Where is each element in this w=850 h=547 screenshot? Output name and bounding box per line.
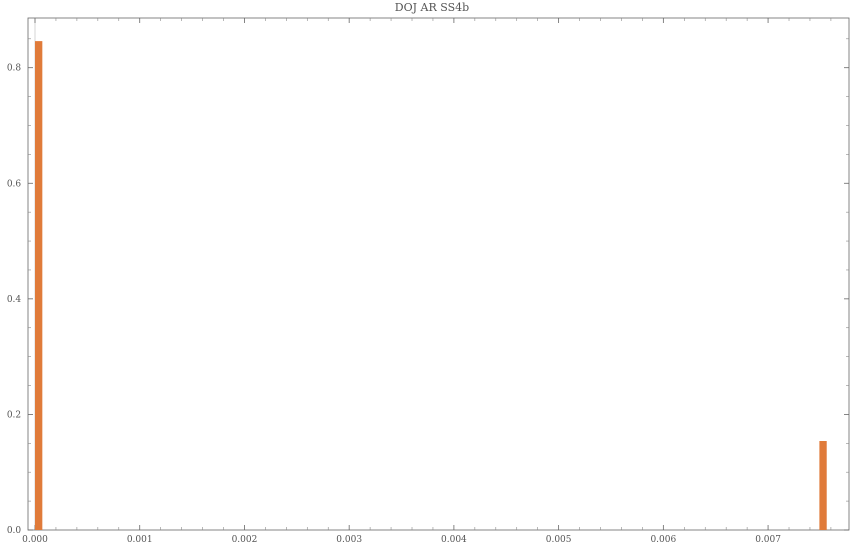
chart-title: DOJ AR SS4b — [395, 1, 469, 14]
x-tick-label: 0.004 — [441, 535, 467, 545]
x-tick-label: 0.007 — [755, 535, 781, 545]
histogram-bar — [819, 441, 827, 530]
x-tick-label: 0.005 — [546, 535, 572, 545]
x-tick-label: 0.000 — [22, 535, 48, 545]
plot-frame — [27, 17, 850, 531]
y-tick-label: 0.2 — [7, 410, 21, 420]
x-tick-label: 0.001 — [127, 535, 153, 545]
x-tick-label: 0.006 — [650, 535, 676, 545]
y-tick-label: 0.6 — [7, 179, 22, 189]
x-tick-label: 0.002 — [232, 535, 258, 545]
y-tick-label: 0.8 — [7, 64, 22, 74]
y-tick-label: 0.4 — [7, 295, 22, 305]
axis-ticks: 0.000 0.001 0.002 0.003 0.004 0.005 0.006 0.007… — [7, 18, 849, 545]
y-tick-label: 0.0 — [7, 526, 22, 536]
bars-group — [35, 41, 827, 531]
x-tick-label: 0.003 — [336, 535, 362, 545]
histogram-bar — [35, 41, 43, 531]
